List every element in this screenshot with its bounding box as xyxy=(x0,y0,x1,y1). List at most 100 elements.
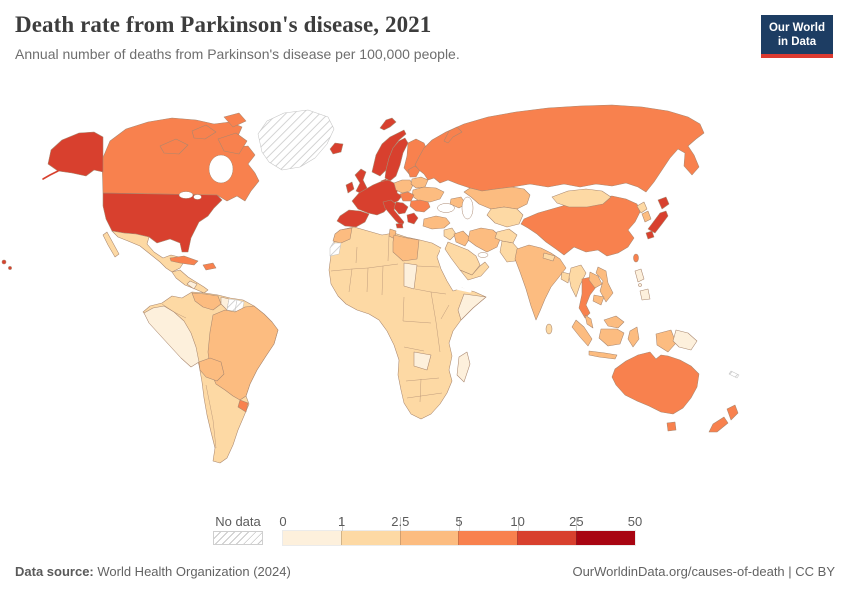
country-south-korea[interactable] xyxy=(641,210,652,223)
country-canada-island[interactable] xyxy=(223,112,247,128)
country-indonesia-sulawesi[interactable] xyxy=(627,326,640,348)
country-italy-sicily[interactable] xyxy=(395,222,404,229)
country-nicaragua[interactable] xyxy=(186,280,198,290)
map-legend: No data 0 1 2.5 5 10 25 50 xyxy=(0,514,850,550)
legend-bin-1-2.5[interactable] xyxy=(340,531,400,545)
region-balkans[interactable] xyxy=(393,201,409,215)
country-australia-tasmania[interactable] xyxy=(666,421,677,432)
country-canada-island[interactable] xyxy=(191,124,217,140)
country-malaysia-peninsula[interactable] xyxy=(584,314,594,329)
country-greece[interactable] xyxy=(406,212,419,225)
country-vietnam[interactable] xyxy=(595,266,614,303)
country-mongolia[interactable] xyxy=(551,188,612,208)
country-cuba[interactable] xyxy=(169,255,199,266)
country-canada-island[interactable] xyxy=(159,138,189,155)
country-sri-lanka[interactable] xyxy=(545,323,553,335)
country-indonesia-kalimantan[interactable] xyxy=(598,328,625,347)
legend-no-data-swatch[interactable] xyxy=(213,531,263,545)
country-bolivia[interactable] xyxy=(198,357,225,382)
owid-logo-line1: Our World xyxy=(768,22,825,34)
country-chad[interactable] xyxy=(403,262,418,290)
country-saudi-arabia[interactable] xyxy=(444,241,481,276)
country-united-states-alaska[interactable] xyxy=(47,131,104,177)
country-indonesia-sumatra[interactable] xyxy=(571,319,593,347)
country-united-states-hawaii[interactable] xyxy=(1,259,7,265)
country-new-zealand-south[interactable] xyxy=(708,416,729,433)
country-peru[interactable] xyxy=(143,305,200,368)
country-papua-new-guinea[interactable] xyxy=(672,329,698,351)
legend-bin-2.5-5[interactable] xyxy=(399,531,459,545)
country-laos[interactable] xyxy=(588,271,603,289)
owid-logo[interactable]: Our World in Data xyxy=(760,15,833,58)
country-philippines-visayas[interactable] xyxy=(638,283,642,287)
country-new-caledonia[interactable] xyxy=(728,370,740,379)
country-pakistan[interactable] xyxy=(499,240,520,263)
country-japan-kyushu[interactable] xyxy=(645,230,655,240)
country-japan-hokkaido[interactable] xyxy=(657,196,670,210)
country-iraq[interactable] xyxy=(453,230,471,247)
legend-bin-10-25[interactable] xyxy=(517,531,577,545)
country-zambia[interactable] xyxy=(413,351,432,371)
country-australia[interactable] xyxy=(611,351,700,415)
country-ukraine[interactable] xyxy=(411,186,445,203)
region-yemen-oman[interactable] xyxy=(459,261,490,281)
country-turkey[interactable] xyxy=(422,215,451,230)
country-philippines-luzon[interactable] xyxy=(634,268,645,283)
license-link[interactable]: OurWorldinData.org/causes-of-death | CC … xyxy=(572,564,835,579)
legend-bin-0-1[interactable] xyxy=(283,531,341,545)
country-bangladesh[interactable] xyxy=(560,271,571,284)
region-western-europe[interactable] xyxy=(351,179,403,216)
country-taiwan[interactable] xyxy=(633,253,639,263)
country-italy[interactable] xyxy=(382,199,405,227)
country-madagascar[interactable] xyxy=(456,351,471,383)
region-romania-bulgaria[interactable] xyxy=(409,199,431,213)
legend-bin-5-10[interactable] xyxy=(458,531,518,545)
country-brazil[interactable] xyxy=(207,305,279,401)
country-indonesia-java[interactable] xyxy=(588,350,618,360)
country-japan-honshu[interactable] xyxy=(647,210,669,234)
country-united-states[interactable] xyxy=(102,192,223,253)
country-united-states-hawaii[interactable] xyxy=(8,266,12,270)
country-united-kingdom[interactable] xyxy=(354,168,368,195)
country-ireland[interactable] xyxy=(345,181,355,194)
country-canada[interactable] xyxy=(101,117,260,202)
country-mexico-baja[interactable] xyxy=(102,231,120,258)
country-iran[interactable] xyxy=(467,227,502,253)
country-hispaniola[interactable] xyxy=(202,262,217,271)
region-levant[interactable] xyxy=(443,227,457,241)
country-india[interactable] xyxy=(514,244,567,321)
region-baltic-states[interactable] xyxy=(407,165,421,178)
country-poland[interactable] xyxy=(393,179,414,194)
country-kazakhstan[interactable] xyxy=(463,186,531,210)
country-cambodia[interactable] xyxy=(592,294,605,306)
country-belarus[interactable] xyxy=(410,176,429,189)
country-western-sahara[interactable] xyxy=(329,242,342,257)
country-russia[interactable] xyxy=(414,104,705,193)
region-iberia[interactable] xyxy=(336,209,370,228)
country-norway-svalbard[interactable] xyxy=(379,117,397,131)
country-venezuela[interactable] xyxy=(191,292,222,311)
region-hungary-slovakia[interactable] xyxy=(399,191,415,202)
caspian-sea xyxy=(461,196,474,220)
region-central-asia[interactable] xyxy=(486,206,524,228)
country-uruguay[interactable] xyxy=(237,399,249,413)
legend-bin-25-50[interactable] xyxy=(576,531,635,545)
country-united-states-aleutians[interactable] xyxy=(42,170,59,180)
country-indonesia-papua[interactable] xyxy=(655,329,677,353)
country-greenland[interactable] xyxy=(257,109,335,171)
country-iceland[interactable] xyxy=(329,142,344,155)
country-new-zealand-north[interactable] xyxy=(726,404,739,421)
legend-tick-line xyxy=(576,517,578,531)
region-africa-most[interactable] xyxy=(328,226,487,420)
data-source-text: World Health Organization (2024) xyxy=(93,564,291,579)
country-myanmar[interactable] xyxy=(568,264,587,298)
country-libya[interactable] xyxy=(392,234,420,262)
country-philippines-mindanao[interactable] xyxy=(639,288,651,301)
country-north-korea[interactable] xyxy=(636,201,648,214)
country-canada-island[interactable] xyxy=(217,132,248,155)
country-malaysia-borneo[interactable] xyxy=(603,315,625,329)
legend-ticks: 0 1 2.5 5 10 25 50 xyxy=(279,514,642,531)
country-somalia[interactable] xyxy=(457,293,487,321)
country-russia-novaya-zemlya[interactable] xyxy=(443,126,463,144)
country-nepal[interactable] xyxy=(542,252,556,262)
